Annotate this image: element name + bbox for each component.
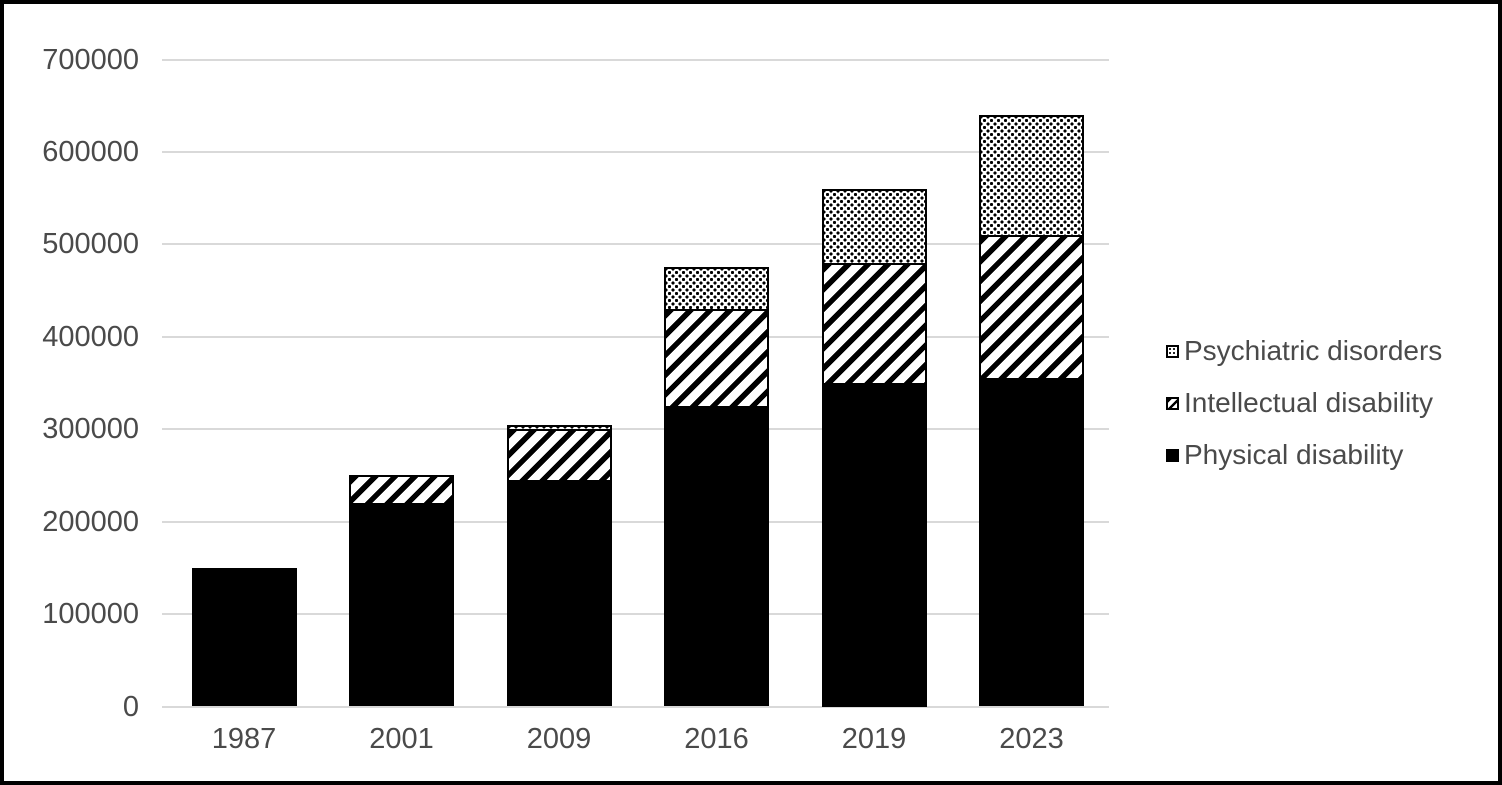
gridline-600000 [162,150,1109,153]
legend-item-intellectual-disability: Intellectual disability [1166,387,1442,418]
legend-item-physical-disability: Physical disability [1166,439,1442,470]
x-axis-label-2023: 2023 [999,723,1064,755]
y-axis-tick-label-200000: 200000 [42,505,139,538]
gridline-500000 [162,243,1109,246]
bar-segment-2019-psychiatric-disorders [821,188,927,265]
y-axis-tick-label-700000: 700000 [42,43,139,76]
legend-swatch-intellectual-disability [1166,396,1179,410]
gridlines-layer [4,4,1498,781]
legend-label-psychiatric-disorders: Psychiatric disorders [1184,335,1443,366]
bar-segment-2016-psychiatric-disorders [664,267,769,312]
bar-segment-2023-psychiatric-disorders [979,114,1084,238]
x-axis-label-2009: 2009 [526,723,592,755]
y-axis-tick-label-500000: 500000 [42,228,139,261]
legend-label-intellectual-disability: Intellectual disability [1184,387,1434,418]
bar-segment-2023-physical-disability [979,378,1084,707]
gridline-400000 [162,335,1109,338]
x-axis-labels: 1987 2001 2009 2016 2019 2023 [4,4,1498,781]
legend: Psychiatric disorders Intellectual disab… [1166,335,1443,470]
gridline-700000 [162,58,1109,61]
bar-segment-1987-physical-disability [191,567,297,707]
gridline-0 [162,705,1109,708]
x-axis-label-2019: 2019 [841,723,907,755]
y-axis-tick-label-600000: 600000 [42,135,139,168]
gridline-100000 [162,613,1109,616]
legend-swatch-psychiatric-disorders [1166,344,1179,358]
bar-segment-2009-physical-disability [506,480,612,707]
bar-segment-2001-physical-disability [349,503,454,707]
x-axis-label-2016: 2016 [684,723,749,755]
bars-layer [4,4,1498,781]
y-axis-tick-label-400000: 400000 [42,320,139,353]
y-axis-labels: 0 100000 200000 300000 400000 500000 600000 700… [4,4,1498,781]
plot-area: 0 100000 200000 300000 400000 500000 600000 700… [4,4,1498,781]
y-axis-tick-label-100000: 100000 [42,598,139,631]
x-axis-label-2001: 2001 [369,723,434,755]
legend-swatch-physical-disability [1166,448,1179,462]
bar-segment-2009-psychiatric-disorders [506,424,612,432]
gridline-200000 [162,520,1109,523]
y-axis-tick-label-300000: 300000 [42,413,139,446]
gridline-300000 [162,428,1109,431]
x-axis-label-1987: 1987 [211,723,277,755]
legend-item-psychiatric-disorders: Psychiatric disorders [1166,335,1443,366]
bar-segment-2016-physical-disability [664,406,769,707]
bar-segment-2001-intellectual-disability [349,475,454,506]
bar-segment-2023-intellectual-disability [979,235,1084,381]
y-axis-tick-label-0: 0 [122,690,139,723]
legend-label-physical-disability: Physical disability [1184,439,1404,470]
